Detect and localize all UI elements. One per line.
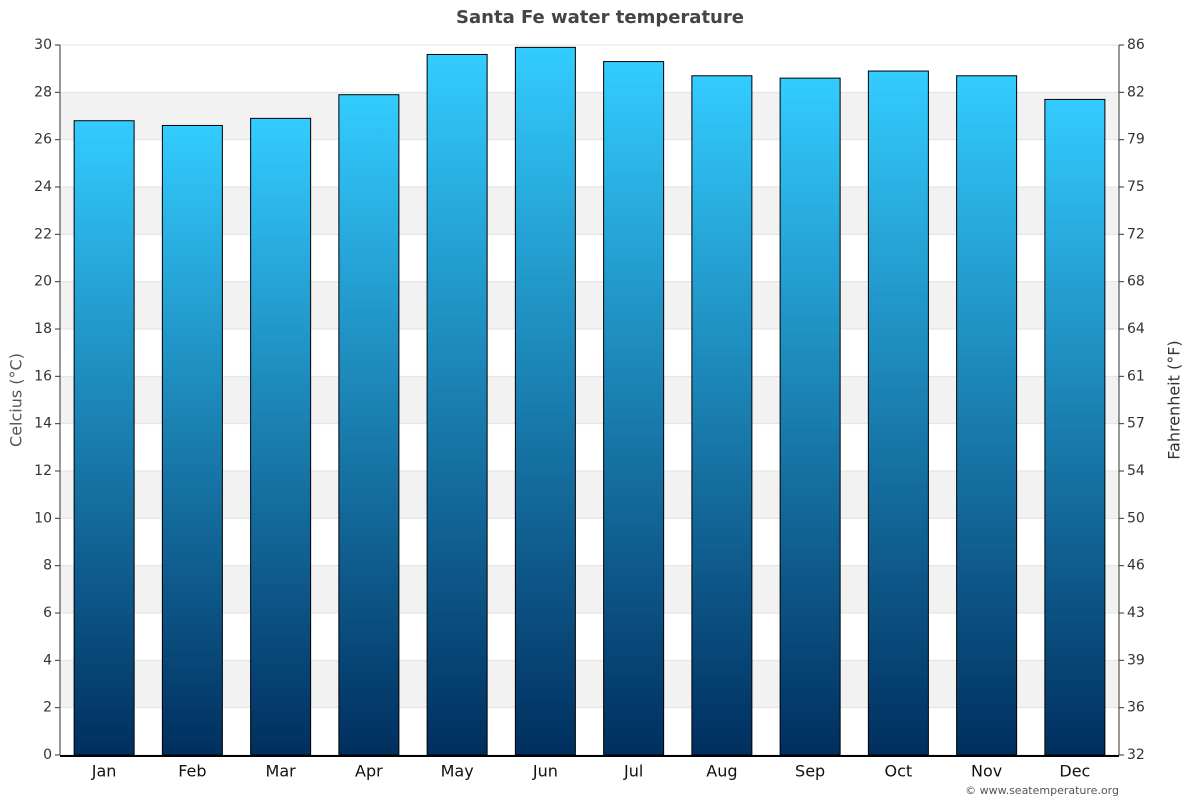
y-tick-label: 22: [34, 226, 52, 242]
y2-tick-label: 68: [1127, 274, 1145, 290]
x-tick-label: May: [441, 762, 474, 781]
y-tick-label: 28: [34, 84, 52, 100]
grid-band: [60, 187, 1119, 235]
y-tick-label: 12: [34, 463, 52, 479]
y2-tick-label: 36: [1127, 700, 1145, 716]
y2-tick-label: 75: [1127, 179, 1145, 195]
bar: [514, 46, 576, 756]
grid-band: [60, 92, 1119, 140]
y2-tick-label: 79: [1127, 132, 1145, 148]
y-tick-label: 20: [34, 274, 52, 290]
y-tick-label: 10: [34, 510, 52, 526]
bar: [603, 61, 665, 756]
grid-band: [60, 471, 1119, 519]
y-tick-label: 8: [43, 558, 52, 574]
y2-tick-label: 82: [1127, 84, 1145, 100]
y2-tick-label: 54: [1127, 463, 1145, 479]
y2-tick-label: 86: [1127, 37, 1145, 53]
y-tick-label: 30: [34, 37, 52, 53]
y-axis-title: Celcius (°C): [7, 353, 26, 447]
x-tick-label: Oct: [885, 762, 913, 781]
x-tick-label: Dec: [1059, 762, 1090, 781]
y-tick-label: 6: [43, 605, 52, 621]
bar: [338, 94, 400, 756]
x-tick-label: Jun: [532, 762, 558, 781]
y-tick-label: 14: [34, 416, 52, 432]
y2-tick-label: 50: [1127, 510, 1145, 526]
x-tick-label: Sep: [795, 762, 825, 781]
y2-tick-label: 32: [1127, 747, 1145, 763]
y2-tick-label: 39: [1127, 652, 1145, 668]
bar: [250, 117, 312, 756]
y-tick-label: 4: [43, 652, 52, 668]
y-tick-label: 0: [43, 747, 52, 763]
bar: [73, 120, 135, 756]
chart-title: Santa Fe water temperature: [456, 7, 744, 28]
grid-band: [60, 281, 1119, 329]
bar: [1044, 98, 1106, 756]
y2-tick-label: 57: [1127, 416, 1145, 432]
x-tick-label: Jan: [91, 762, 117, 781]
bar: [956, 75, 1018, 756]
y-tick-label: 16: [34, 368, 52, 384]
bar: [161, 124, 223, 756]
y-tick-label: 24: [34, 179, 52, 195]
bar: [779, 77, 841, 756]
x-tick-label: Jul: [623, 762, 643, 781]
bar: [426, 53, 488, 756]
x-tick-label: Nov: [971, 762, 1002, 781]
y2-tick-label: 43: [1127, 605, 1145, 621]
grid-band: [60, 376, 1119, 424]
grid-band: [60, 565, 1119, 613]
y2-axis-title: Fahrenheit (°F): [1165, 340, 1184, 459]
y-tick-label: 26: [34, 132, 52, 148]
bar: [867, 70, 929, 756]
source: © www.seatemperature.org: [965, 784, 1119, 797]
x-tick-label: Aug: [706, 762, 737, 781]
grid-band: [60, 660, 1119, 708]
x-tick-label: Feb: [178, 762, 206, 781]
x-tick-label: Mar: [266, 762, 297, 781]
y-tick-label: 18: [34, 321, 52, 337]
y2-tick-label: 46: [1127, 558, 1145, 574]
y2-tick-label: 72: [1127, 226, 1145, 242]
y2-tick-label: 64: [1127, 321, 1145, 337]
y-tick-label: 2: [43, 700, 52, 716]
bar: [691, 75, 753, 756]
x-tick-label: Apr: [355, 762, 383, 781]
y2-tick-label: 61: [1127, 368, 1145, 384]
